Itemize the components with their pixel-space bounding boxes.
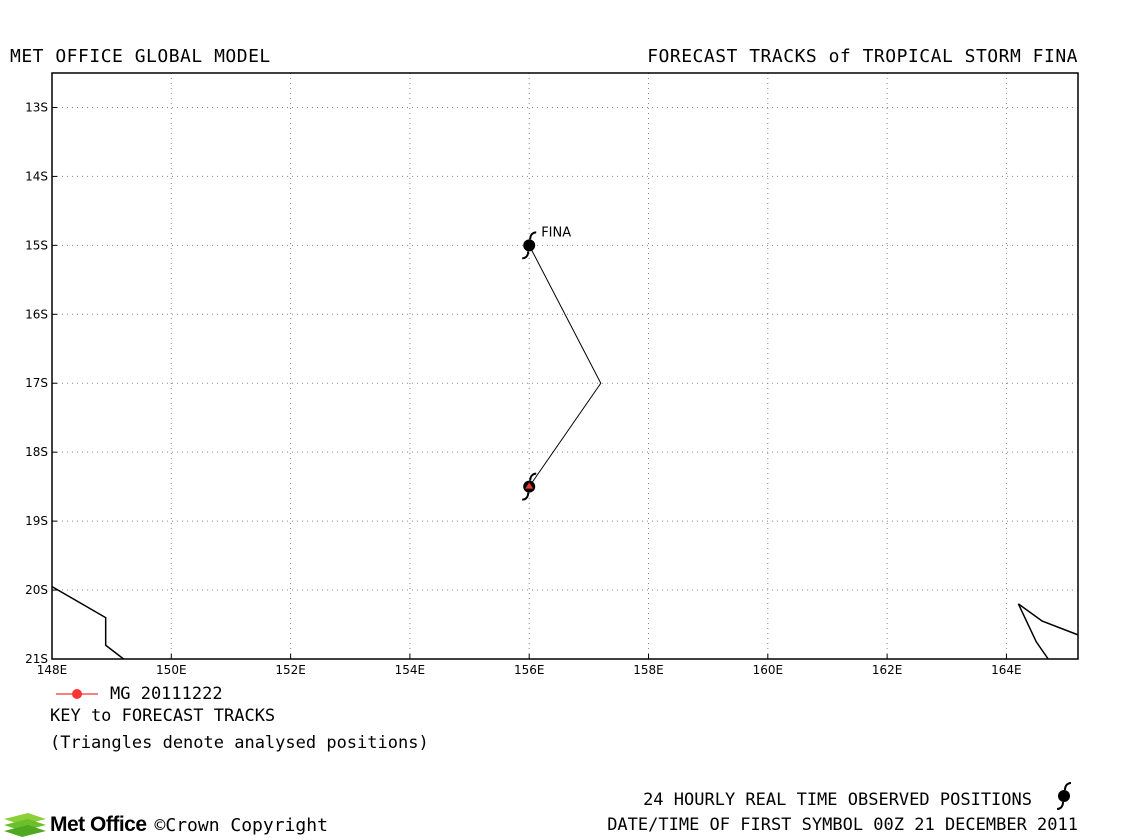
- first-symbol-datetime: DATE/TIME OF FIRST SYMBOL 00Z 21 DECEMBE…: [607, 815, 1078, 835]
- analysed-position-triangle: [525, 482, 534, 489]
- lon-tick-label: 162E: [872, 663, 903, 677]
- lat-tick-label: 18S: [25, 445, 48, 459]
- coastline: [51, 585, 125, 660]
- key-note: (Triangles denote analysed positions): [50, 733, 429, 753]
- lat-tick-label: 15S: [25, 238, 48, 252]
- lon-tick-label: 156E: [514, 663, 545, 677]
- storm-symbol-arm: [522, 492, 530, 501]
- met-office-logo: Met Office ©Crown Copyright: [2, 810, 328, 840]
- lon-tick-label: 150E: [156, 663, 187, 677]
- observed-positions-note: 24 HOURLY REAL TIME OBSERVED POSITIONS: [643, 790, 1032, 810]
- coastline: [1017, 603, 1079, 636]
- storm-symbol-icon: [522, 231, 537, 260]
- met-office-wave-icon: [4, 813, 46, 837]
- storm-symbol-icon: [1056, 782, 1072, 810]
- key-run-line-icon: [56, 689, 98, 699]
- axis-ticks: 148E 150E 152E 154E 156E 158E 160E 162E 164E 13S 1…: [25, 100, 1022, 677]
- lat-tick-label: 14S: [25, 169, 48, 183]
- lat-tick-label: 19S: [25, 514, 48, 528]
- key-title: KEY to FORECAST TRACKS: [50, 706, 276, 726]
- track-map: 148E 150E 152E 154E 156E 158E 160E 162E 164E 13S 1…: [25, 72, 1079, 677]
- map-frame: [51, 72, 1079, 660]
- forecast-track: [528, 245, 602, 487]
- copyright-notice: ©Crown Copyright: [154, 814, 328, 836]
- lat-tick-label: 17S: [25, 376, 48, 390]
- observed-positions: [522, 231, 537, 501]
- forecast-track-line: [528, 245, 602, 487]
- coastline: [1017, 603, 1049, 660]
- header-model-title: MET OFFICE GLOBAL MODEL: [10, 46, 271, 67]
- map-grid: [52, 73, 1078, 659]
- lon-tick-label: 152E: [275, 663, 306, 677]
- lon-tick-label: 148E: [37, 663, 68, 677]
- storm-name-label: FINA: [541, 225, 571, 240]
- met-office-logo-text: Met Office: [50, 813, 147, 836]
- key-run-label: MG 20111222: [110, 684, 223, 704]
- lat-tick-label: 21S: [25, 652, 48, 666]
- lon-tick-label: 164E: [991, 663, 1022, 677]
- storm-symbol-arm: [522, 251, 530, 260]
- lon-tick-label: 158E: [633, 663, 664, 677]
- storm-symbol-icon: [522, 472, 537, 501]
- lat-tick-label: 16S: [25, 307, 48, 321]
- lon-tick-label: 154E: [395, 663, 426, 677]
- lat-tick-label: 13S: [25, 100, 48, 114]
- storm-symbol-arm: [529, 231, 537, 240]
- lon-tick-label: 160E: [753, 663, 784, 677]
- lat-tick-label: 20S: [25, 583, 48, 597]
- storm-symbol-core: [523, 239, 536, 252]
- key-run-entry: MG 20111222: [52, 684, 292, 706]
- coastlines: [51, 585, 1079, 660]
- header-chart-title: FORECAST TRACKS of TROPICAL STORM FINA: [647, 46, 1078, 67]
- storm-symbol-arm: [529, 472, 537, 481]
